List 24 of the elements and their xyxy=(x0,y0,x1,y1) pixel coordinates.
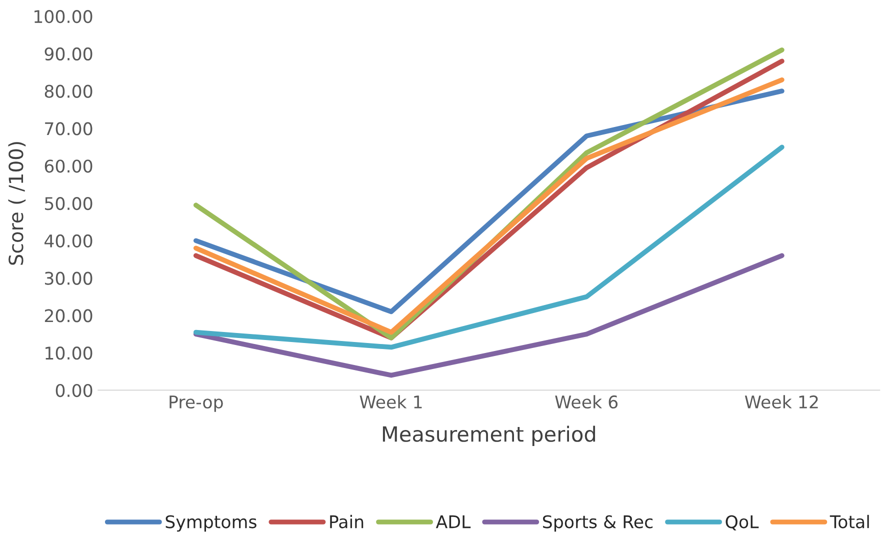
y-tick-label: 30.00 xyxy=(44,272,92,285)
y-tick-label: 10.00 xyxy=(46,346,92,360)
legend-label: QoL xyxy=(726,515,759,530)
legend-label: Total xyxy=(830,514,869,528)
y-tick-label: 80.00 xyxy=(44,84,92,98)
legend-label: ADL xyxy=(436,515,471,528)
legend-label: Symptoms xyxy=(166,515,256,532)
legend-label: Pain xyxy=(330,514,364,528)
y-tick-label: 20.00 xyxy=(44,309,92,322)
y-tick-label: 50.00 xyxy=(45,196,92,210)
x-axis-title: Measurement period xyxy=(382,426,596,446)
y-tick-label: 90.00 xyxy=(44,47,92,60)
y-axis-title: Score ( /100) xyxy=(8,142,26,265)
x-tick-label: Week 6 xyxy=(555,395,618,409)
x-tick-label: Week 1 xyxy=(360,395,422,409)
y-tick-label: 100.00 xyxy=(34,10,92,24)
y-tick-label: 60.00 xyxy=(44,160,92,173)
x-tick-label: Week 12 xyxy=(744,395,818,409)
y-tick-label: 70.00 xyxy=(45,122,92,136)
y-tick-label: 0.00 xyxy=(56,384,92,398)
x-tick-label: Pre-op xyxy=(170,396,223,412)
line-series xyxy=(193,144,784,350)
y-tick-label: 40.00 xyxy=(44,234,92,248)
legend-label: Sports & Rec xyxy=(543,515,653,532)
